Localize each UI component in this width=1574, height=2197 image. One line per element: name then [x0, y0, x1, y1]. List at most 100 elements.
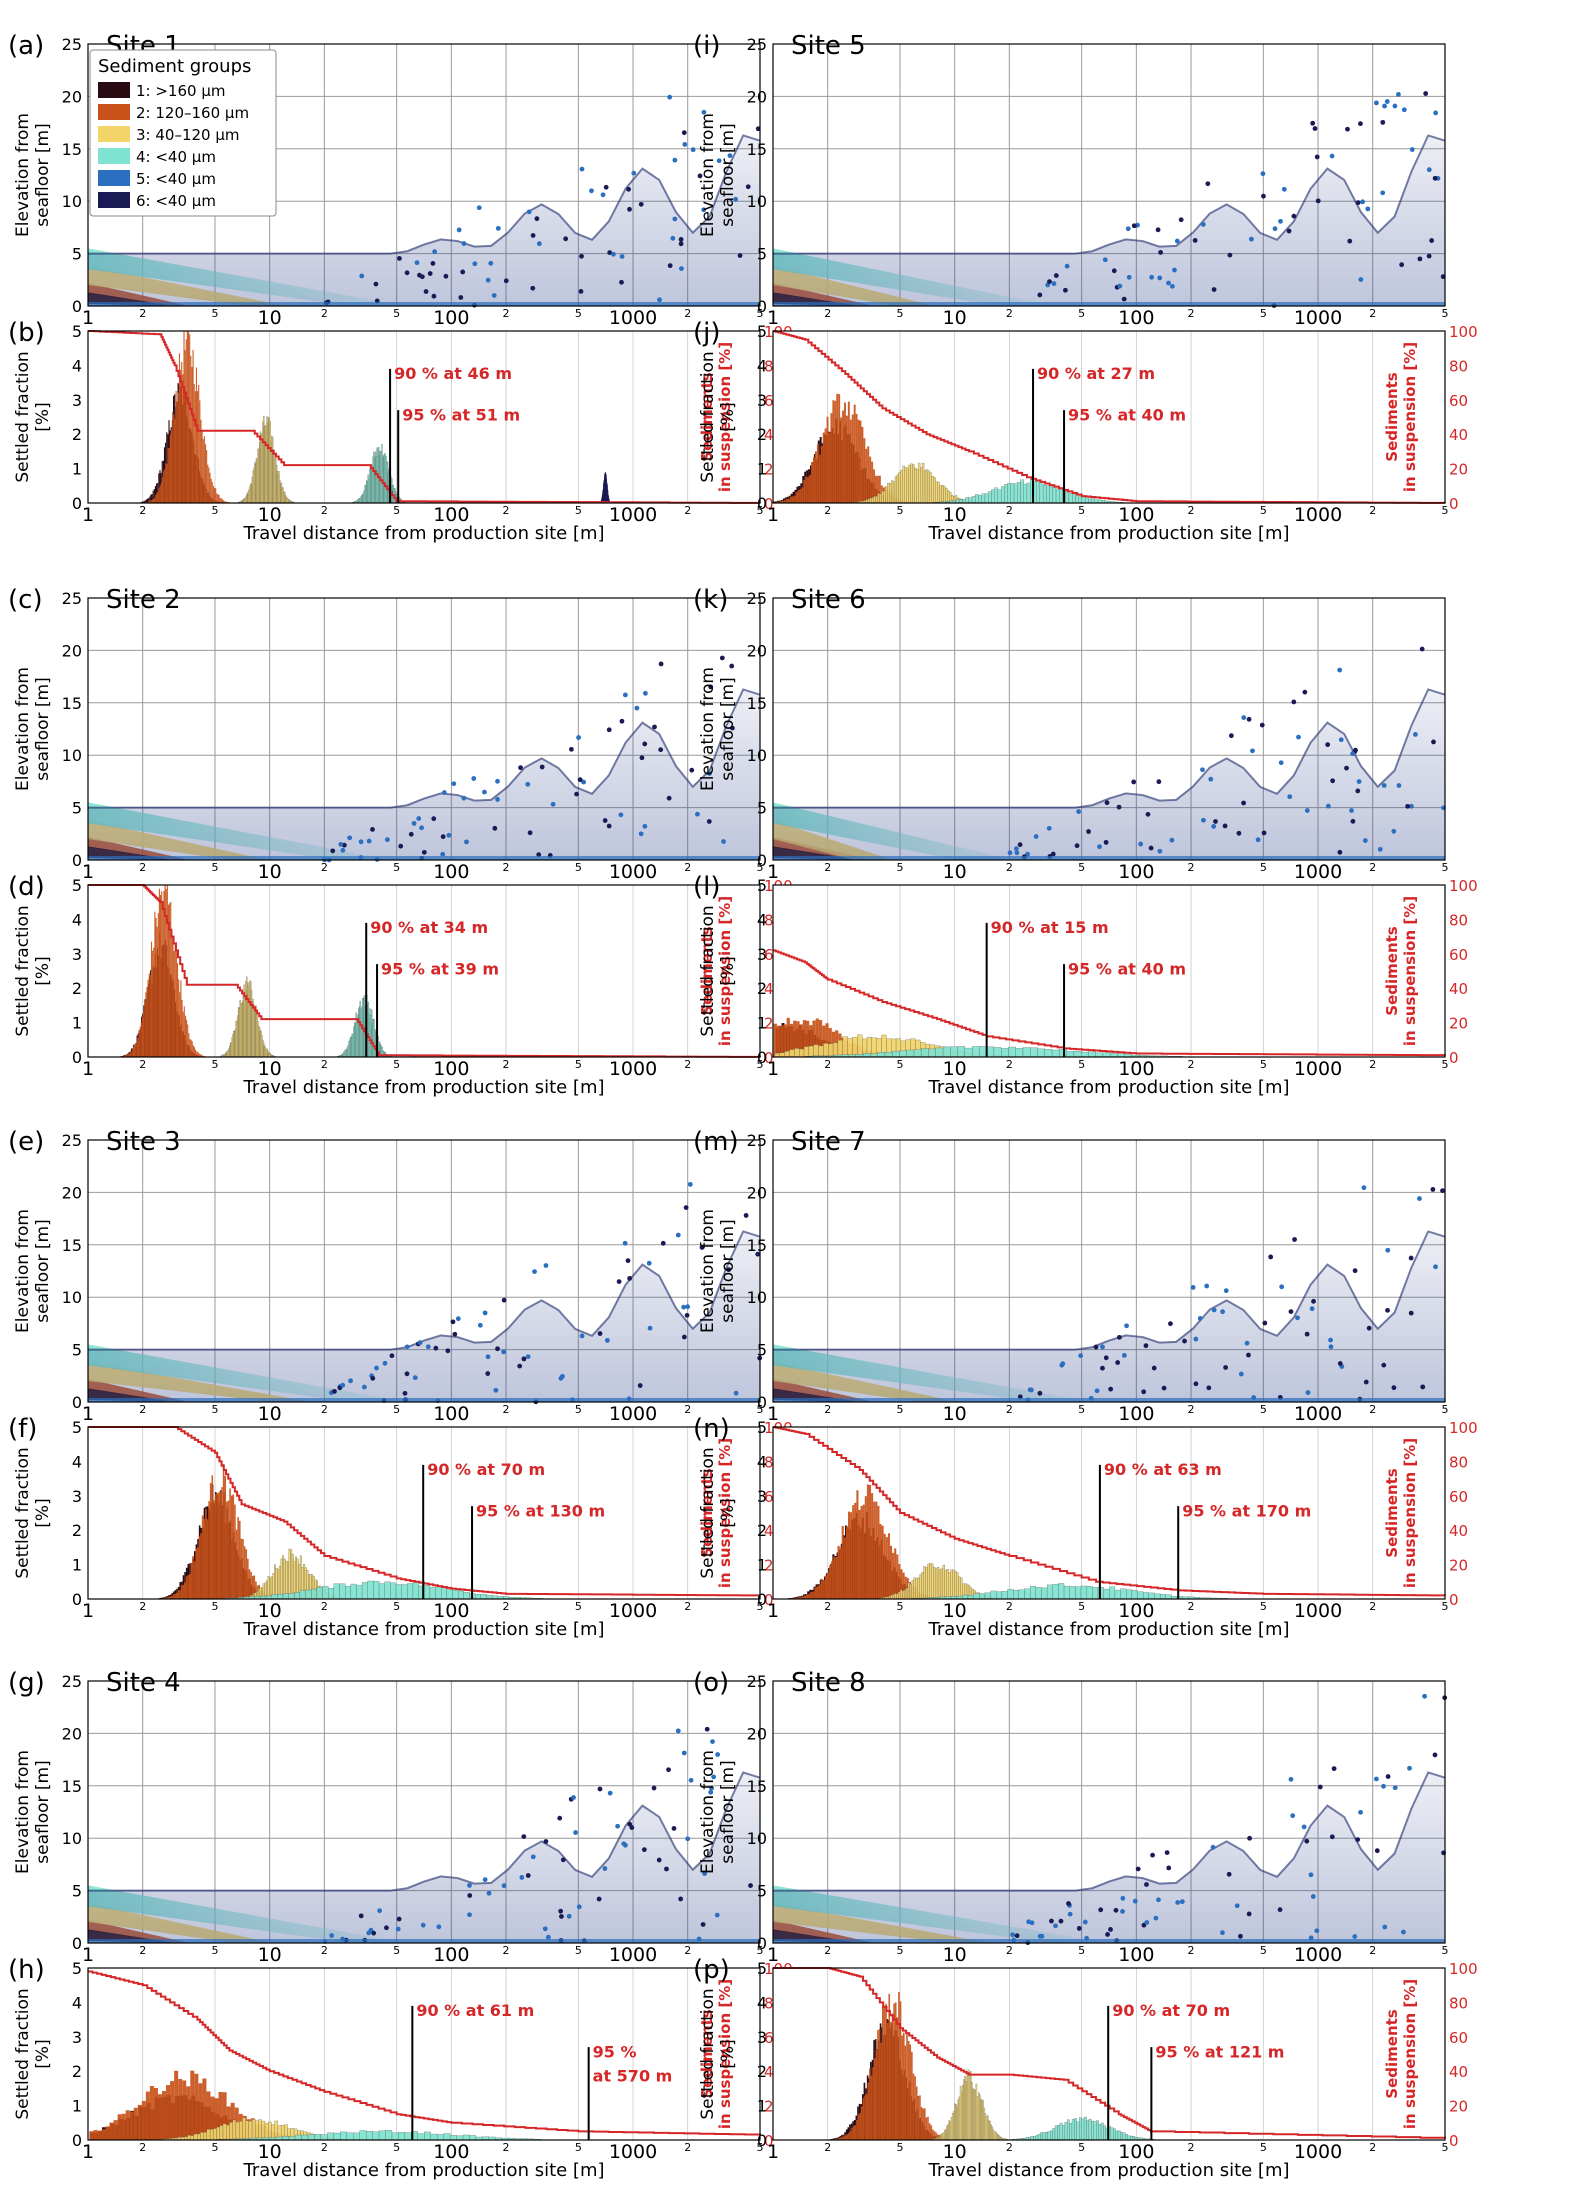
particle-dot — [412, 1375, 418, 1381]
settled-tick-label: 2 — [757, 1521, 767, 1540]
particle-dot — [671, 1825, 677, 1831]
particle-dot — [1328, 1337, 1333, 1343]
histogram-bar-group4 — [443, 2133, 451, 2141]
histogram-bar-group4 — [407, 1583, 414, 1600]
x-minor-tick-label: 5 — [393, 861, 400, 874]
particle-dot — [1190, 1285, 1196, 1290]
x-minor-tick-label: 5 — [1260, 504, 1267, 517]
histogram-bar-group3 — [925, 469, 929, 504]
histogram-bar-group2 — [844, 2135, 847, 2140]
particle-dot — [602, 1866, 608, 1871]
particle-dot — [1430, 1187, 1436, 1192]
histogram-bar-group4 — [322, 1586, 329, 1600]
x-minor-tick-label: 5 — [1442, 1058, 1449, 1071]
histogram-bar-group2 — [207, 464, 209, 503]
histogram-bar-group3 — [972, 2088, 974, 2141]
panel-label: (p) — [693, 1955, 730, 1985]
x-major-tick-label: 1000 — [1294, 861, 1342, 883]
particle-dot — [672, 157, 678, 163]
x-minor-tick-label: 5 — [896, 1944, 903, 1957]
histogram-bar-group4 — [892, 1050, 900, 1058]
particle-dot — [618, 812, 624, 818]
histogram-bar-group3 — [946, 2125, 948, 2141]
settled-frame — [772, 330, 1446, 504]
histogram-bar-group2 — [797, 1597, 800, 1599]
histogram-bar-group2 — [194, 391, 196, 503]
histogram-bar-group4 — [1126, 1589, 1133, 1600]
histogram-bar-group4 — [359, 2130, 367, 2141]
particle-dot — [1220, 1309, 1226, 1315]
histogram-bar-group2 — [862, 2098, 865, 2140]
site-title: Site 3 — [106, 1127, 181, 1157]
particle-dot — [1352, 1934, 1358, 1939]
particle-dot — [1211, 1307, 1217, 1313]
elevation-tick-label: 15 — [62, 1777, 82, 1796]
histogram-bar-group2 — [883, 2006, 886, 2140]
particle-dot — [1268, 1254, 1274, 1260]
histogram-bar-group3 — [916, 469, 919, 504]
settled-panel: 90 % at 61 m95 %at 570 m0123450204060801… — [8, 1955, 793, 2181]
histogram-bar-group2 — [878, 475, 881, 503]
histogram-bar-group4 — [378, 1583, 385, 1600]
settled-tick-label: 4 — [757, 1993, 767, 2012]
x-minor-tick-label: 5 — [1078, 1600, 1085, 1613]
panel-label: (k) — [693, 585, 728, 615]
elevation-frame — [87, 43, 761, 307]
suspension-tick-label: 20 — [1449, 1557, 1468, 1575]
particle-dot — [1391, 828, 1397, 834]
settled-tick-label: 5 — [757, 1959, 767, 1978]
histogram-bar-group2 — [888, 1993, 891, 2140]
histogram-bar-group2 — [803, 479, 806, 503]
x-major-tick-label: 100 — [433, 1403, 469, 1425]
particle-dot — [1408, 803, 1414, 809]
particle-dot — [1344, 765, 1349, 771]
x-minor-tick-label: 5 — [211, 307, 218, 320]
histogram-bar-group2 — [121, 2113, 126, 2140]
histogram-bar-group3 — [976, 2096, 979, 2141]
settled-tick-label: 0 — [757, 494, 767, 513]
histogram-bar-group2 — [869, 2068, 871, 2140]
histogram-bar-group2 — [149, 975, 151, 1057]
histogram-bar-group3 — [934, 1568, 938, 1600]
histogram-bar-group2 — [141, 1017, 144, 1057]
particle-dot — [1108, 1386, 1114, 1392]
plume-centerline — [88, 1230, 761, 1351]
elevation-label-line: seafloor [m] — [33, 1760, 53, 1863]
particle-dot — [1138, 841, 1144, 847]
histogram-bar-group2 — [894, 2002, 897, 2140]
x-major-tick-label: 1000 — [609, 504, 657, 526]
x-minor-tick-label: 5 — [211, 1600, 218, 1613]
histogram-bar-group3 — [975, 2083, 978, 2141]
elevation-tick-label: 20 — [62, 641, 82, 660]
histogram-bar-group3 — [871, 497, 874, 504]
histogram-bar-group3 — [885, 486, 888, 504]
suspension-tick-label: 20 — [1449, 1015, 1468, 1033]
particle-dot — [560, 1857, 566, 1863]
particle-dot — [675, 1232, 681, 1238]
histogram-bar-group1 — [144, 500, 146, 503]
histogram-bar-group3 — [248, 2120, 253, 2141]
suspension-tick-label: 40 — [1449, 980, 1468, 998]
particle-dot — [431, 816, 437, 822]
particle-dot — [1200, 767, 1205, 773]
particle-dot — [708, 684, 714, 690]
histogram-bar-group2 — [782, 500, 784, 503]
x-minor-tick-label: 2 — [139, 1944, 146, 1957]
histogram-bar-group2 — [862, 1504, 865, 1599]
histogram-bar-group4 — [301, 2134, 309, 2141]
particle-dot — [627, 1275, 633, 1281]
suspension-tick-label: 0 — [1449, 2132, 1459, 2150]
x-minor-tick-label: 5 — [211, 1944, 218, 1957]
histogram-bar-group3 — [232, 2119, 237, 2141]
x-minor-tick-label: 2 — [503, 504, 510, 517]
d95-annotation: 95 % at 51 m — [402, 405, 520, 424]
d95-annotation: 95 % at 39 m — [381, 959, 499, 978]
histogram-bar-group2 — [873, 2058, 876, 2140]
particle-dot — [1174, 238, 1180, 244]
histogram-bar-group4 — [327, 2132, 334, 2141]
particle-dot — [370, 1375, 376, 1381]
particle-dot — [1017, 1394, 1023, 1400]
elevation-tick-label: 25 — [62, 589, 82, 608]
elevation-tick-label: 20 — [62, 1724, 82, 1743]
